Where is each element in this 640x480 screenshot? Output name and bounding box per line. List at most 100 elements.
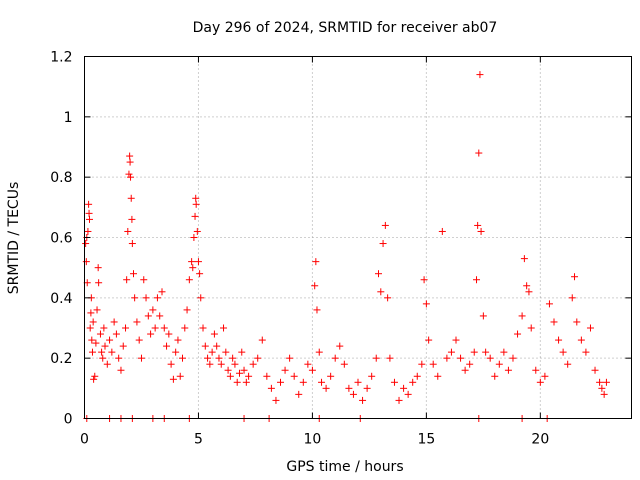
data-point [188, 258, 196, 266]
data-point [165, 330, 173, 338]
data-point [299, 378, 307, 386]
data-point [295, 390, 303, 398]
data-point [520, 255, 528, 263]
data-point [151, 324, 159, 332]
data-point [413, 372, 421, 380]
data-point [84, 227, 92, 235]
data-point [240, 366, 248, 374]
data-point [85, 209, 93, 217]
data-point [404, 390, 412, 398]
data-point [100, 324, 108, 332]
data-point [192, 194, 200, 202]
data-point [144, 312, 152, 320]
data-point [286, 354, 294, 362]
data-point [482, 348, 490, 356]
data-point [125, 170, 133, 178]
data-point [93, 306, 101, 314]
data-point [185, 276, 193, 284]
data-point [193, 227, 201, 235]
data-point [242, 378, 250, 386]
data-point [137, 354, 145, 362]
data-point [568, 294, 576, 302]
x-tick-label: 0 [80, 432, 89, 448]
data-point [518, 312, 526, 320]
data-point [313, 306, 321, 314]
data-point [130, 270, 138, 278]
data-point [128, 215, 136, 223]
data-point [98, 348, 106, 356]
data-point [395, 396, 403, 404]
data-point [226, 372, 234, 380]
data-point [345, 384, 353, 392]
data-point [140, 276, 148, 284]
data-point [254, 354, 262, 362]
data-point [536, 378, 544, 386]
data-point [477, 227, 485, 235]
data-point [206, 360, 214, 368]
data-point [191, 212, 199, 220]
axis-ticks: 0 0.2 0.4 0.6 0.8 1 1.2 0 5 10 15 20 [50, 50, 632, 448]
data-point [466, 360, 474, 368]
data-point [267, 384, 275, 392]
y-tick-label: 0.2 [50, 351, 72, 367]
data-point [372, 354, 380, 362]
data-point [127, 173, 135, 181]
data-point [128, 240, 136, 248]
data-point [377, 288, 385, 296]
data-point [160, 324, 168, 332]
data-point [224, 366, 232, 374]
data-point [527, 324, 535, 332]
data-point [476, 71, 484, 79]
data-point [215, 354, 223, 362]
data-point [217, 360, 225, 368]
data-point [591, 366, 599, 374]
data-point [222, 348, 230, 356]
data-point [169, 375, 177, 383]
data-point [322, 384, 330, 392]
data-point [94, 264, 102, 272]
data-point [571, 273, 579, 281]
data-point [131, 294, 139, 302]
data-point [123, 276, 131, 284]
data-point [475, 149, 483, 157]
data-point [127, 194, 135, 202]
data-point [115, 354, 123, 362]
data-point [354, 378, 362, 386]
data-point [147, 330, 155, 338]
data-point [119, 342, 127, 350]
data-point [308, 366, 316, 374]
data-point [110, 318, 118, 326]
x-tick-label: 20 [531, 432, 549, 448]
data-point [573, 318, 581, 326]
data-point [229, 354, 237, 362]
data-point [158, 288, 166, 296]
data-point [331, 354, 339, 362]
data-point [461, 366, 469, 374]
y-tick-label: 1 [64, 110, 73, 126]
data-point [500, 348, 508, 356]
data-point [582, 348, 590, 356]
x-tick-label: 10 [304, 432, 322, 448]
x-axis-label: GPS time / hours [286, 459, 403, 475]
data-point [172, 348, 180, 356]
data-point [447, 348, 455, 356]
data-point [327, 372, 335, 380]
data-point [156, 312, 164, 320]
y-tick-label: 0.8 [50, 170, 72, 186]
data-point [231, 360, 239, 368]
data-point [555, 336, 563, 344]
data-point [429, 360, 437, 368]
data-point [532, 366, 540, 374]
data-point [290, 372, 298, 380]
data-point [192, 200, 200, 208]
data-point [249, 360, 257, 368]
data-point [514, 330, 522, 338]
data-point [88, 348, 96, 356]
data-point [88, 336, 96, 344]
data-point [201, 342, 209, 350]
data-point [196, 270, 204, 278]
data-point [470, 348, 478, 356]
data-point [112, 330, 120, 338]
data-point [545, 300, 553, 308]
